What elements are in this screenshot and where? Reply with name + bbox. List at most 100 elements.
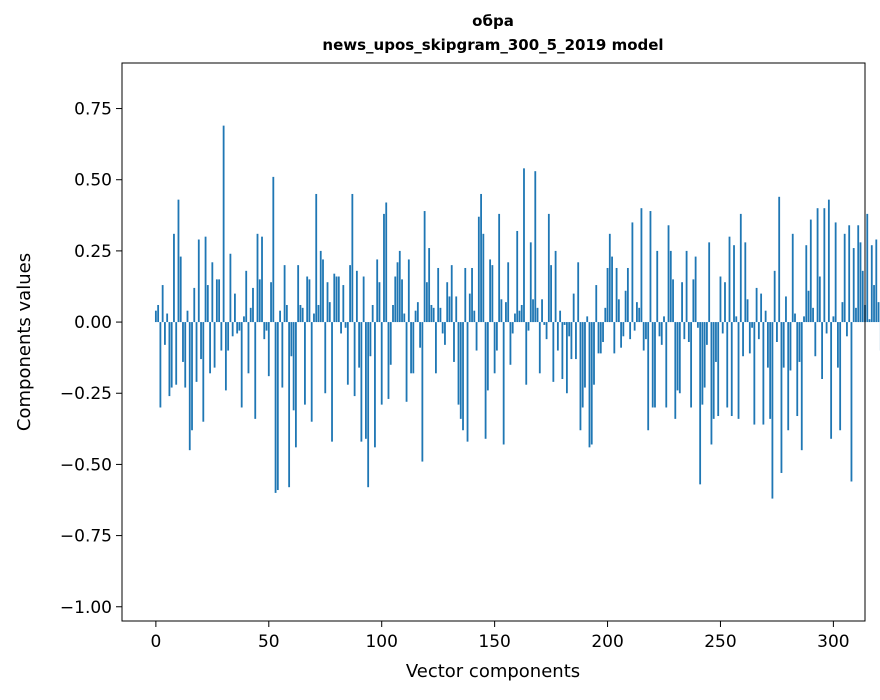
- bar: [808, 291, 810, 322]
- bar: [322, 259, 324, 322]
- bar: [724, 282, 726, 322]
- bar: [835, 222, 837, 322]
- bar: [767, 322, 769, 368]
- bar: [704, 322, 706, 387]
- bar: [817, 208, 819, 322]
- bar: [263, 322, 265, 339]
- bar: [593, 322, 595, 385]
- bar: [496, 322, 498, 350]
- bar: [223, 126, 225, 322]
- bar: [462, 322, 464, 430]
- bar: [164, 322, 166, 345]
- bar: [503, 322, 505, 444]
- bar: [288, 322, 290, 487]
- bar: [643, 322, 645, 350]
- bar: [803, 316, 805, 322]
- bar: [534, 171, 536, 322]
- bar: [293, 322, 295, 410]
- bar: [853, 248, 855, 322]
- bar: [654, 322, 656, 407]
- bar: [776, 322, 778, 342]
- bar: [760, 294, 762, 322]
- bar: [772, 322, 774, 499]
- bar: [279, 311, 281, 322]
- y-tick-label: 0.75: [74, 100, 112, 120]
- bar: [376, 259, 378, 322]
- bar: [243, 316, 245, 322]
- bar: [512, 322, 514, 333]
- bar: [661, 322, 663, 345]
- bar: [230, 254, 232, 322]
- bar: [600, 322, 602, 353]
- bar: [672, 279, 674, 322]
- bar: [810, 220, 812, 322]
- bar: [442, 322, 444, 333]
- bar: [695, 257, 697, 322]
- bar: [388, 322, 390, 399]
- bar: [209, 322, 211, 373]
- bar: [564, 322, 566, 325]
- bar: [392, 305, 394, 322]
- bar: [785, 296, 787, 322]
- bar: [464, 268, 466, 322]
- bar: [225, 322, 227, 390]
- bar: [519, 311, 521, 322]
- y-axis-label: Components values: [14, 253, 35, 431]
- bar: [674, 322, 676, 419]
- bar: [749, 322, 751, 353]
- bar: [541, 299, 543, 322]
- bar: [528, 322, 530, 331]
- bar: [525, 322, 527, 385]
- bar: [349, 265, 351, 322]
- bar: [478, 217, 480, 322]
- bar: [155, 311, 157, 322]
- bar: [699, 322, 701, 484]
- bar: [627, 268, 629, 322]
- bar: [692, 279, 694, 322]
- bar: [374, 322, 376, 447]
- bar: [313, 314, 315, 323]
- bar: [214, 322, 216, 368]
- bar: [826, 322, 828, 333]
- bar: [171, 322, 173, 387]
- bar: [347, 322, 349, 385]
- bar: [406, 322, 408, 402]
- bar: [412, 322, 414, 373]
- bar: [455, 296, 457, 322]
- bar: [521, 305, 523, 322]
- bar: [537, 308, 539, 322]
- bar: [677, 322, 679, 390]
- bar: [491, 265, 493, 322]
- bar: [523, 168, 525, 322]
- bar: [618, 299, 620, 322]
- x-tick-label: 250: [704, 632, 736, 652]
- bar: [616, 268, 618, 322]
- bar: [340, 322, 342, 333]
- bar: [507, 262, 509, 322]
- y-tick-label: −0.25: [60, 384, 112, 404]
- bar: [546, 322, 548, 339]
- bar: [485, 322, 487, 439]
- bar: [281, 322, 283, 387]
- bar: [469, 294, 471, 322]
- bar: [575, 322, 577, 359]
- bar: [270, 282, 272, 322]
- bar: [261, 237, 263, 322]
- bar: [460, 322, 462, 419]
- bar: [275, 322, 277, 493]
- bar: [311, 322, 313, 422]
- bar: [473, 311, 475, 322]
- bar: [756, 288, 758, 322]
- bar: [604, 308, 606, 322]
- bar: [668, 225, 670, 322]
- bar: [516, 231, 518, 322]
- bar: [426, 282, 428, 322]
- bar: [159, 322, 161, 407]
- bar: [482, 234, 484, 322]
- bar: [277, 322, 279, 490]
- bar: [629, 322, 631, 339]
- x-axis-label: Vector components: [406, 661, 580, 682]
- bar: [715, 322, 717, 362]
- bar: [589, 322, 591, 447]
- bar: [688, 322, 690, 342]
